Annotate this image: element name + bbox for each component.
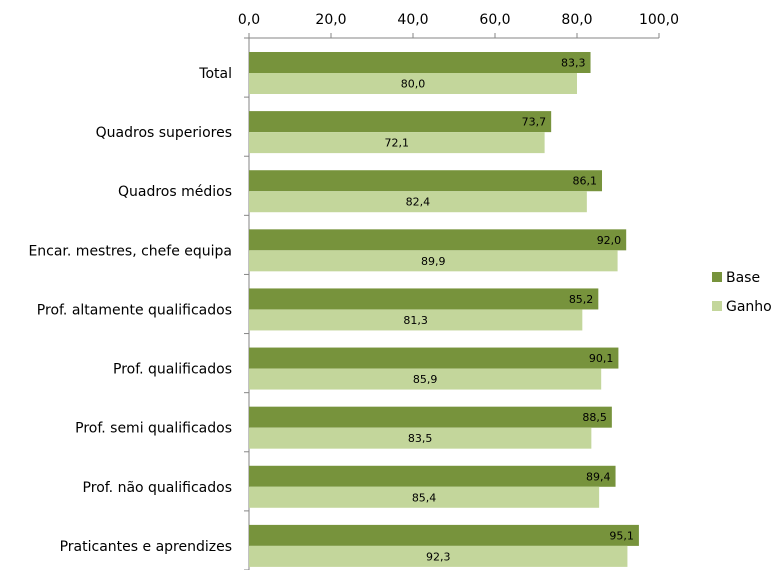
category-label: Quadros médios: [118, 184, 232, 200]
bar-ganho: [249, 427, 592, 449]
category-label: Quadros superiores: [96, 125, 232, 141]
data-label-ganho: 72,1: [385, 137, 410, 150]
bar-ganho: [249, 250, 618, 272]
x-tick-label: 0,0: [238, 12, 260, 28]
data-label-base: 85,2: [569, 293, 594, 306]
data-label-base: 95,1: [609, 529, 634, 542]
x-tick-label: 80,0: [561, 12, 592, 28]
labels-layer: 83,3 73,7 86,1 92,0 85,2 90,1 88,5 89,4 95,1 80,0…: [385, 57, 634, 564]
bar-ganho: [249, 309, 583, 331]
data-label-ganho: 92,3: [426, 550, 451, 563]
category-label: Prof. semi qualificados: [75, 421, 232, 437]
x-tick-label: 40,0: [397, 12, 428, 28]
bar-base: [249, 170, 603, 192]
data-label-base: 89,4: [586, 470, 611, 483]
legend-label-base: Base: [726, 270, 760, 286]
category-label: Praticantes e aprendizes: [60, 539, 232, 555]
category-label: Prof. qualificados: [113, 362, 232, 378]
bar-ganho: [249, 132, 545, 154]
bars-layer: [249, 52, 639, 567]
bar-base: [249, 111, 552, 133]
legend-swatch-base: [712, 272, 722, 282]
bar-base: [249, 465, 616, 487]
data-label-base: 86,1: [573, 175, 598, 188]
legend: Base Ganho: [712, 270, 772, 315]
data-label-ganho: 81,3: [403, 314, 428, 327]
data-label-ganho: 89,9: [421, 255, 446, 268]
bar-base: [249, 347, 619, 369]
data-label-base: 83,3: [561, 57, 586, 70]
data-label-base: 92,0: [597, 234, 622, 247]
data-label-base: 90,1: [589, 352, 614, 365]
bar-base: [249, 524, 639, 546]
data-label-ganho: 85,9: [413, 373, 438, 386]
bar-ganho: [249, 73, 577, 94]
data-label-ganho: 85,4: [412, 491, 437, 504]
axis-layer: 0,0 20,0 40,0 60,0 80,0 100,0 Total Quadros sup…: [28, 12, 679, 570]
bar-base: [249, 52, 591, 73]
category-label: Encar. mestres, chefe equipa: [28, 243, 232, 259]
data-label-ganho: 82,4: [406, 196, 431, 209]
data-label-ganho: 83,5: [408, 432, 433, 445]
data-label-ganho: 80,0: [401, 78, 426, 91]
bar-base: [249, 288, 599, 310]
legend-label-ganho: Ganho: [726, 299, 772, 315]
x-tick-label: 20,0: [315, 12, 346, 28]
x-tick-label: 100,0: [639, 12, 679, 28]
x-tick-label: 60,0: [479, 12, 510, 28]
bar-ganho: [249, 545, 628, 567]
bar-ganho: [249, 486, 600, 508]
bar-base: [249, 406, 612, 428]
category-label: Prof. não qualificados: [83, 480, 232, 496]
legend-swatch-ganho: [712, 301, 722, 311]
data-label-base: 73,7: [522, 116, 547, 129]
category-label: Prof. altamente qualificados: [37, 302, 232, 318]
bar-ganho: [249, 368, 602, 390]
category-label: Total: [198, 66, 232, 82]
data-label-base: 88,5: [582, 411, 607, 424]
bar-ganho: [249, 191, 587, 213]
bar-base: [249, 229, 627, 251]
